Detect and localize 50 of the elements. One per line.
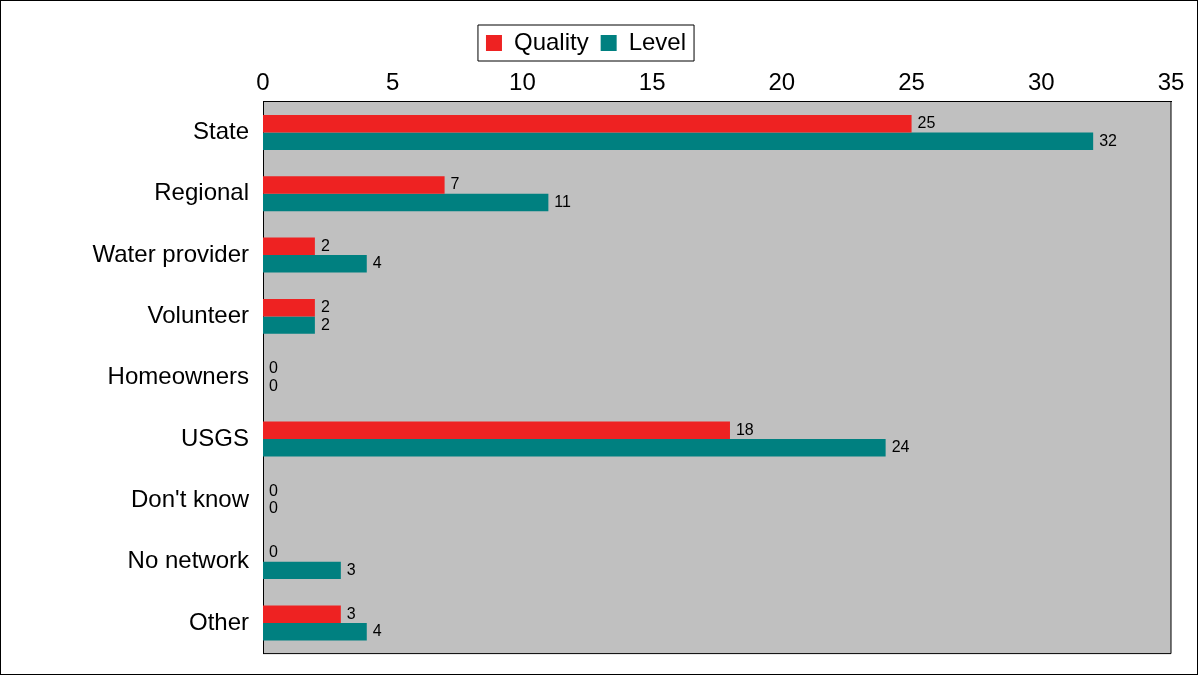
x-tick-label: 0 [256,68,270,96]
x-tick-label: 5 [386,68,400,96]
bar [263,237,315,256]
data-label: 2 [320,315,330,333]
data-label: 7 [450,175,460,193]
bar [263,421,730,440]
data-label: 2 [320,298,330,316]
data-label: 25 [917,114,936,132]
data-label: 0 [269,499,278,517]
data-label: 3 [346,604,356,622]
y-tick-label: Don't know [131,484,250,512]
y-tick-label: Homeowners [107,362,249,390]
bar [263,605,341,623]
y-tick-label: Other [188,607,249,635]
data-label: 0 [269,376,278,394]
data-label: 24 [891,438,910,456]
data-label: 0 [269,543,278,561]
x-tick-label: 25 [898,68,925,96]
x-tick-label: 30 [1027,68,1055,96]
y-tick-label: Volunteer [147,301,249,329]
data-label: 18 [735,420,754,438]
bar [263,176,445,194]
legend-label: Quality [513,27,589,55]
x-tick-label: 35 [1157,68,1185,96]
bar [263,316,315,334]
bar [263,298,315,317]
data-label: 32 [1099,131,1118,149]
y-tick-label: Regional [154,178,249,206]
bar [263,561,341,580]
x-tick-label: 10 [509,68,536,96]
bar [263,255,367,273]
data-label: 4 [372,622,382,640]
bar [263,622,367,641]
data-label: 2 [320,236,330,254]
data-label: 4 [372,254,382,272]
bar [263,193,549,212]
bar [263,114,912,133]
data-label: 11 [554,192,572,210]
x-tick-label: 15 [638,68,666,96]
y-tick-label: State [192,117,249,145]
x-tick-label: 20 [768,68,796,96]
y-tick-label: Water provider [92,239,249,267]
bar [263,439,886,457]
y-tick-label: No network [127,546,250,574]
data-label: 0 [269,359,278,377]
y-tick-label: USGS [180,423,249,451]
bar [263,132,1094,150]
data-label: 0 [269,481,278,499]
legend-label: Level [628,27,687,55]
data-label: 3 [346,560,356,578]
